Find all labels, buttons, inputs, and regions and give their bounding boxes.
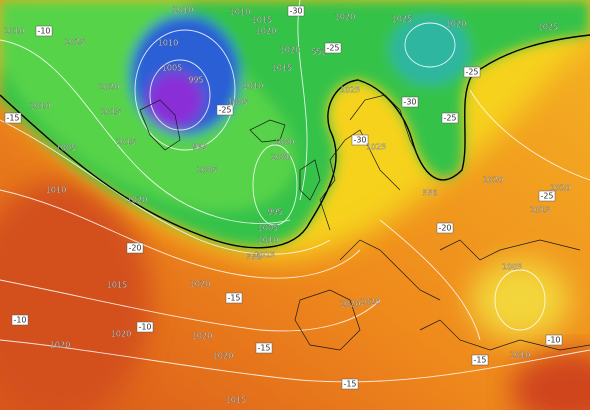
pressure-label: 1005 — [502, 263, 522, 272]
pressure-label: 1010 — [510, 351, 530, 360]
pressure-label: 1005 — [258, 224, 278, 233]
pressure-label: 1015 — [116, 138, 136, 147]
pressure-label: 1010 — [30, 102, 50, 111]
pressure-label: 1015 — [226, 396, 246, 405]
pressure-label: 995 — [192, 143, 207, 152]
temperature-label: -15 — [257, 344, 270, 353]
pressure-label: 1020 — [360, 298, 380, 307]
pressure-label: 1005 — [197, 166, 217, 175]
pressure-label: 1020 — [256, 27, 276, 36]
temperature-label: -20 — [438, 224, 451, 233]
pressure-label: 1015 — [107, 281, 127, 290]
pressure-label: 995 — [267, 208, 282, 217]
label-box — [401, 96, 419, 108]
temperature-label: -10 — [138, 323, 151, 332]
pressure-label: 1010 — [158, 39, 178, 48]
pressure-label: 1020 — [340, 300, 360, 309]
pressure-label: 556 — [422, 189, 437, 198]
label-box — [341, 378, 359, 390]
pressure-label: 1025 — [538, 23, 558, 32]
pressure-label: 1010 — [258, 236, 278, 245]
pressure-label: 1020 — [192, 332, 212, 341]
label-box — [35, 25, 53, 37]
temperature-label: -10 — [547, 336, 560, 345]
temperature-label: -10 — [37, 27, 50, 36]
pressure-label: 1010 — [230, 8, 250, 17]
pressure-label: 1005 — [228, 98, 248, 107]
label-box — [545, 334, 563, 346]
temperature-label: -20 — [128, 244, 141, 253]
label-box — [471, 354, 489, 366]
pressure-label: 1020 — [280, 46, 300, 55]
pressure-label: 1015 — [530, 206, 550, 215]
temperature-label: -25 — [465, 68, 478, 77]
label-box — [436, 222, 454, 234]
pressure-label: 1020 — [446, 20, 466, 29]
label-box — [351, 134, 369, 146]
pressure-label: 1015 — [252, 16, 272, 25]
temperature-label: -30 — [353, 136, 366, 145]
freezing-front — [0, 34, 590, 249]
isobars — [0, 0, 590, 383]
temperature-label: -15 — [343, 380, 356, 389]
pressure-label: 1020 — [127, 196, 147, 205]
pressure-label: 995 — [188, 76, 203, 85]
temperature-label: -25 — [540, 192, 553, 201]
pressure-label: 1025 — [392, 15, 412, 24]
pressure-label: 1015 — [255, 251, 275, 260]
label-box — [11, 314, 29, 326]
label-box — [324, 42, 342, 54]
label-box — [216, 104, 234, 116]
pressure-label: 1000 — [274, 138, 294, 147]
temperature-label: -25 — [218, 106, 231, 115]
pressure-label: 1010 — [173, 6, 193, 15]
temperature-label: -25 — [326, 44, 339, 53]
pressure-label: 1025 — [340, 86, 360, 95]
pressure-label: 1020 — [213, 352, 233, 361]
pressure-label: 1020 — [99, 83, 119, 92]
pressure-label: 1010 — [46, 186, 66, 195]
temperature-label: -15 — [473, 356, 486, 365]
pressure-label: 1020 — [550, 184, 570, 193]
pressure-label: 552 — [311, 48, 326, 57]
pressure-label: 1020 — [111, 330, 131, 339]
pressure-label: 1020 — [335, 13, 355, 22]
pressure-label: 1015 — [101, 108, 121, 117]
temperature-label: -30 — [289, 7, 302, 16]
pressure-label: 1025 — [65, 38, 85, 47]
label-box — [463, 66, 481, 78]
label-box — [538, 190, 556, 202]
label-box — [255, 342, 273, 354]
pressure-label: 1010 — [4, 27, 24, 36]
temperature-label: -15 — [227, 294, 240, 303]
temperature-label: -25 — [443, 114, 456, 123]
label-box — [4, 112, 22, 124]
pressure-label: 1020 — [190, 280, 210, 289]
coastlines — [139, 94, 590, 351]
label-box — [136, 321, 154, 333]
pressure-label: 1005 — [162, 64, 182, 73]
temperature-label: -30 — [403, 98, 416, 107]
temperature-label: -15 — [6, 114, 19, 123]
label-box — [126, 242, 144, 254]
pressure-label: 1015 — [272, 64, 292, 73]
pressure-label: 1005 — [56, 144, 76, 153]
temperature-label: -10 — [13, 316, 26, 325]
pressure-label: 1020 — [483, 176, 503, 185]
label-box — [225, 292, 243, 304]
pressure-label: 1020 — [50, 341, 70, 350]
label-box — [441, 112, 459, 124]
pressure-label: 552 — [246, 253, 261, 262]
label-box — [287, 5, 305, 17]
pressure-label: 1010 — [243, 82, 263, 91]
pressure-label: 1025 — [366, 143, 386, 152]
pressure-label: 1000 — [271, 153, 291, 162]
